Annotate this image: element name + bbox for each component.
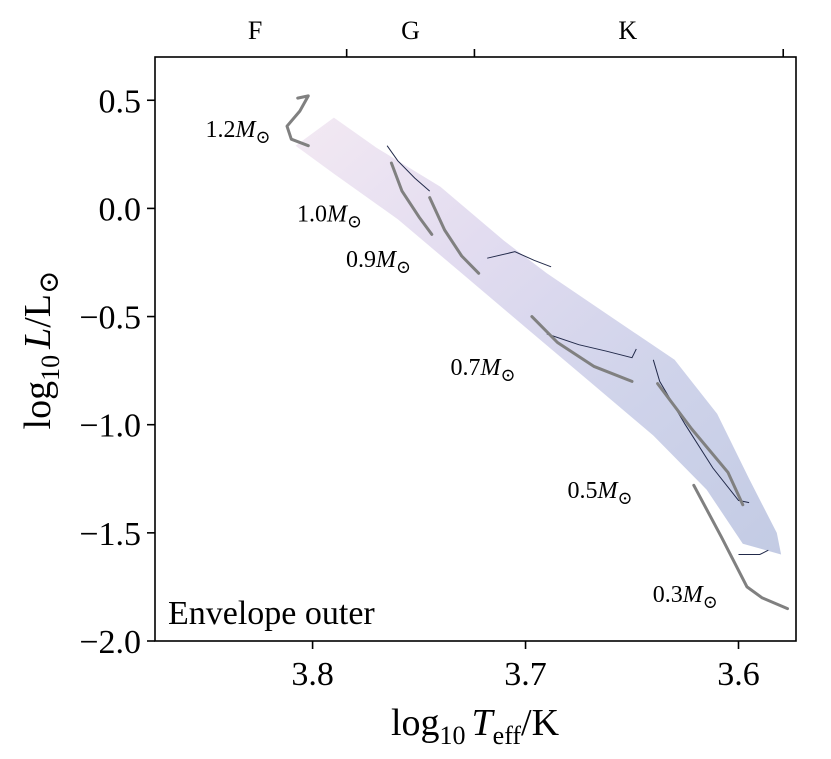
x-axis-label-var-sub: eff <box>493 721 522 750</box>
x-axis-label-var: T <box>472 702 496 744</box>
y-tick-label: 0.5 <box>99 83 142 120</box>
y-tick-label: −1.0 <box>79 408 141 445</box>
mass-track-0.7 <box>530 315 634 383</box>
mass-track-0.9 <box>428 196 481 275</box>
x-tick-label: 3.8 <box>291 656 334 693</box>
track-label-0.7: 0.7M⊙ <box>450 355 515 385</box>
spectral-class-K: K <box>618 16 637 45</box>
envelope-band <box>295 117 782 555</box>
y-axis-label-sun: ⊙ <box>34 271 65 294</box>
mass-track-1.0 <box>389 161 434 236</box>
x-tick-label: 3.7 <box>504 656 547 693</box>
spectral-class-F: F <box>248 16 262 45</box>
x-tick-label: 3.6 <box>717 656 760 693</box>
y-tick-label: −2.0 <box>79 624 141 661</box>
mass-tracks <box>285 94 789 611</box>
plot-frame <box>154 56 797 642</box>
x-axis: 3.8 3.7 3.6 <box>291 641 760 693</box>
y-axis-label-sub: 10 <box>36 355 65 381</box>
y-axis-label-var: L <box>17 328 59 350</box>
y-axis-label-prefix: log <box>17 381 59 430</box>
track-labels: 1.2M⊙ 1.0M⊙ 0.9M⊙ 0.7M⊙ 0.5M⊙ 0.3M⊙ <box>206 117 718 612</box>
track-label-0.9: 0.9M⊙ <box>346 247 411 277</box>
mass-track-1.2 <box>285 94 310 148</box>
contour-line-3 <box>546 333 637 359</box>
mass-track-0.5 <box>656 382 745 507</box>
y-tick-label: −0.5 <box>79 300 141 337</box>
x-axis-label-prefix: log <box>391 702 440 744</box>
track-label-0.3: 0.3M⊙ <box>653 582 718 612</box>
x-axis-label: log10 Teff/K <box>391 702 560 750</box>
x-axis-label-sub: 10 <box>440 721 466 750</box>
contour-line-2 <box>487 251 552 268</box>
track-label-1.0: 1.0M⊙ <box>297 201 362 231</box>
y-tick-label: 0.0 <box>99 191 142 228</box>
envelope-band-area <box>295 117 782 555</box>
track-label-0.5: 0.5M⊙ <box>568 478 633 508</box>
y-axis-label: log10 L/L⊙ <box>17 271 65 430</box>
contour-line-1 <box>386 145 431 192</box>
y-axis-label-suffix: /L <box>17 294 59 328</box>
y-tick-label: −1.5 <box>79 516 141 553</box>
contour-line-5 <box>738 549 769 555</box>
track-label-1.2: 1.2M⊙ <box>206 117 271 147</box>
mass-track-0.3 <box>692 483 789 611</box>
spectral-class-G: G <box>401 16 420 45</box>
y-axis: 0.5 0.0 −0.5 −1.0 −1.5 −2.0 <box>79 83 155 661</box>
x-axis-label-suffix: /K <box>521 702 560 744</box>
panel-label: Envelope outer <box>168 595 375 632</box>
